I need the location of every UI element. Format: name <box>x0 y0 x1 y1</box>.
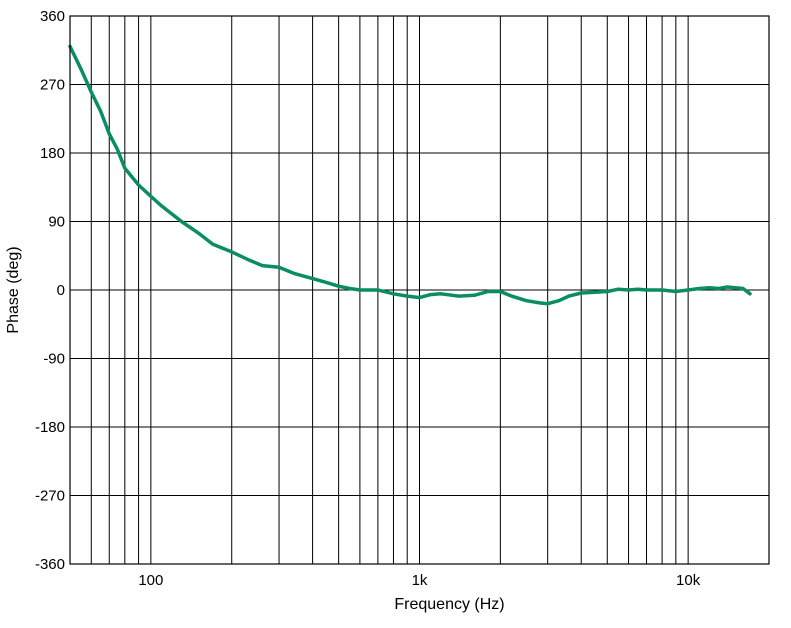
y-tick-label: -360 <box>35 556 65 573</box>
y-tick-label: 90 <box>48 214 65 231</box>
x-tick-labels: 100 1k 10k <box>138 572 700 589</box>
x-axis-label: Frequency (Hz) <box>394 596 504 613</box>
y-tick-label: 270 <box>40 77 65 94</box>
y-tick-label: -270 <box>35 488 65 505</box>
y-tick-label: -180 <box>35 419 65 436</box>
phase-series-line <box>68 44 752 306</box>
y-tick-labels: 360 270 180 90 0 -90 -180 -270 -360 <box>35 8 65 573</box>
y-axis-label: Phase (deg) <box>5 246 22 333</box>
data-layer <box>68 44 752 306</box>
y-tick-label: 360 <box>40 8 65 25</box>
y-tick-label: -90 <box>43 351 65 368</box>
y-tick-label: 180 <box>40 145 65 162</box>
plot-frame <box>69 15 770 565</box>
x-tick-label: 100 <box>138 572 163 589</box>
x-tick-label: 10k <box>676 572 701 589</box>
y-tick-label: 0 <box>57 282 65 299</box>
x-tick-label: 1k <box>412 572 428 589</box>
